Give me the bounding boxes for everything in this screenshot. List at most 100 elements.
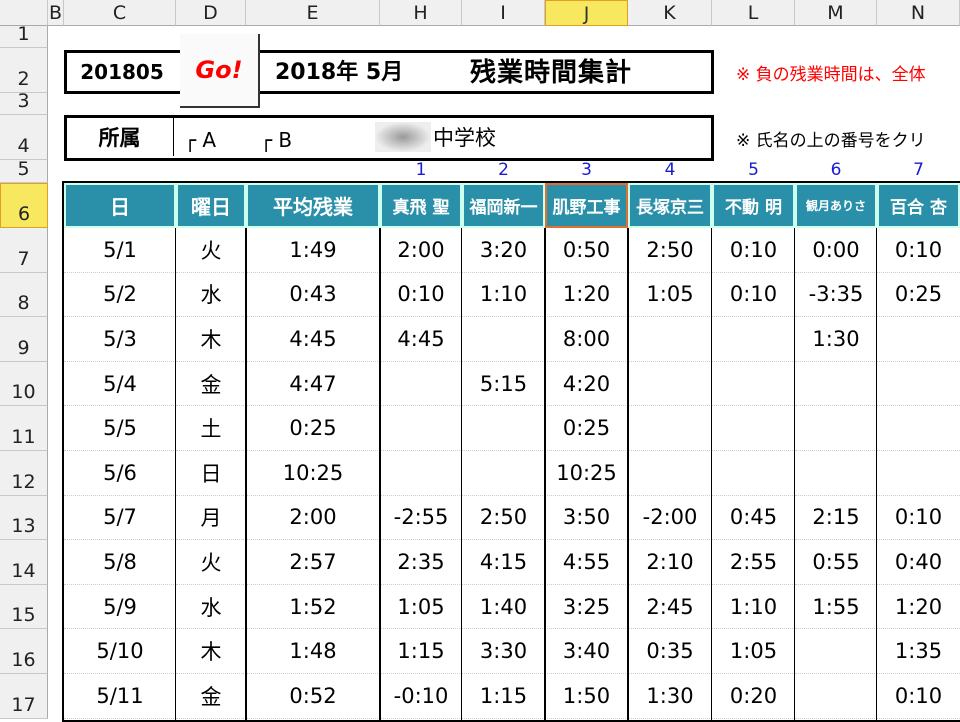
overtime-cell[interactable]: 0:10 bbox=[877, 228, 960, 273]
overtime-cell[interactable]: 4:45 bbox=[380, 317, 462, 362]
overtime-cell[interactable]: 1:05 bbox=[380, 585, 462, 630]
overtime-cell[interactable]: 0:10 bbox=[712, 273, 795, 318]
overtime-cell[interactable]: 1:40 bbox=[462, 585, 545, 630]
row-header-3[interactable]: 3 bbox=[0, 90, 48, 115]
overtime-cell[interactable]: 0:20 bbox=[712, 674, 795, 719]
day-cell[interactable]: 5/11 bbox=[64, 674, 176, 719]
weekday-cell[interactable]: 木 bbox=[176, 317, 246, 362]
overtime-cell[interactable] bbox=[462, 317, 545, 362]
staff-number-link[interactable]: 5 bbox=[748, 160, 759, 180]
average-cell[interactable]: 1:52 bbox=[246, 585, 380, 630]
day-cell[interactable]: 5/8 bbox=[64, 540, 176, 585]
overtime-cell[interactable]: 2:50 bbox=[462, 496, 545, 541]
row-header-13[interactable]: 13 bbox=[0, 495, 48, 541]
overtime-cell[interactable] bbox=[628, 317, 712, 362]
row-header-9[interactable]: 9 bbox=[0, 317, 48, 362]
column-header-C[interactable]: C bbox=[64, 0, 176, 26]
overtime-cell[interactable]: 1:55 bbox=[795, 585, 877, 630]
overtime-cell[interactable] bbox=[380, 362, 462, 407]
overtime-cell[interactable] bbox=[795, 362, 877, 407]
overtime-cell[interactable] bbox=[877, 451, 960, 496]
row-header-2[interactable]: 2 bbox=[0, 48, 48, 93]
day-cell[interactable]: 5/5 bbox=[64, 406, 176, 451]
row-header-12[interactable]: 12 bbox=[0, 451, 48, 496]
overtime-cell[interactable]: 1:35 bbox=[877, 629, 960, 674]
overtime-cell[interactable] bbox=[795, 629, 877, 674]
column-header-H[interactable]: H bbox=[380, 0, 462, 26]
overtime-cell[interactable]: 0:25 bbox=[545, 406, 628, 451]
overtime-cell[interactable]: 1:30 bbox=[628, 674, 712, 719]
weekday-cell[interactable]: 火 bbox=[176, 540, 246, 585]
overtime-cell[interactable]: 1:15 bbox=[380, 629, 462, 674]
overtime-cell[interactable] bbox=[712, 362, 795, 407]
overtime-cell[interactable]: 1:05 bbox=[712, 629, 795, 674]
overtime-cell[interactable] bbox=[712, 451, 795, 496]
overtime-cell[interactable]: 3:50 bbox=[545, 496, 628, 541]
row-header-11[interactable]: 11 bbox=[0, 406, 48, 451]
day-cell[interactable]: 5/9 bbox=[64, 585, 176, 630]
overtime-cell[interactable] bbox=[628, 362, 712, 407]
weekday-cell[interactable]: 木 bbox=[176, 629, 246, 674]
overtime-cell[interactable]: 1:20 bbox=[877, 585, 960, 630]
weekday-cell[interactable]: 金 bbox=[176, 674, 246, 719]
overtime-cell[interactable] bbox=[795, 674, 877, 719]
weekday-cell[interactable]: 土 bbox=[176, 406, 246, 451]
day-cell[interactable]: 5/3 bbox=[64, 317, 176, 362]
overtime-cell[interactable]: 2:50 bbox=[628, 228, 712, 273]
overtime-cell[interactable] bbox=[462, 406, 545, 451]
overtime-cell[interactable]: 3:40 bbox=[545, 629, 628, 674]
weekday-cell[interactable]: 火 bbox=[176, 228, 246, 273]
overtime-cell[interactable]: 10:25 bbox=[545, 451, 628, 496]
staff-number-link[interactable]: 1 bbox=[415, 160, 427, 180]
option-b-checkbox[interactable]: ┌ B bbox=[260, 128, 292, 152]
go-button[interactable]: Go! bbox=[180, 34, 260, 108]
overtime-cell[interactable]: 0:55 bbox=[795, 540, 877, 585]
average-cell[interactable]: 2:00 bbox=[246, 496, 380, 541]
staff-number-link[interactable]: 3 bbox=[581, 160, 592, 180]
overtime-cell[interactable]: -3:35 bbox=[795, 273, 877, 318]
overtime-cell[interactable]: 2:35 bbox=[380, 540, 462, 585]
overtime-cell[interactable]: 4:55 bbox=[545, 540, 628, 585]
column-header-I[interactable]: I bbox=[462, 0, 545, 26]
overtime-cell[interactable]: 3:30 bbox=[462, 629, 545, 674]
overtime-cell[interactable]: 0:50 bbox=[545, 228, 628, 273]
row-header-16[interactable]: 16 bbox=[0, 629, 48, 674]
overtime-cell[interactable]: 1:50 bbox=[545, 674, 628, 719]
overtime-cell[interactable] bbox=[877, 362, 960, 407]
overtime-cell[interactable] bbox=[877, 406, 960, 451]
option-a-checkbox[interactable]: ┌ A bbox=[184, 128, 216, 152]
overtime-cell[interactable]: 1:10 bbox=[462, 273, 545, 318]
overtime-cell[interactable]: 3:20 bbox=[462, 228, 545, 273]
row-header-7[interactable]: 7 bbox=[0, 228, 48, 273]
overtime-cell[interactable] bbox=[380, 451, 462, 496]
row-header-14[interactable]: 14 bbox=[0, 540, 48, 585]
day-cell[interactable]: 5/2 bbox=[64, 273, 176, 318]
average-cell[interactable]: 1:49 bbox=[246, 228, 380, 273]
row-header-5[interactable]: 5 bbox=[0, 158, 48, 183]
column-header-B[interactable]: B bbox=[48, 0, 64, 26]
overtime-cell[interactable] bbox=[628, 451, 712, 496]
average-cell[interactable]: 0:43 bbox=[246, 273, 380, 318]
overtime-cell[interactable]: 1:05 bbox=[628, 273, 712, 318]
row-header-1[interactable]: 1 bbox=[0, 23, 48, 48]
overtime-cell[interactable] bbox=[462, 451, 545, 496]
column-header-J[interactable]: J bbox=[545, 0, 628, 26]
average-cell[interactable]: 2:57 bbox=[246, 540, 380, 585]
overtime-cell[interactable]: 0:35 bbox=[628, 629, 712, 674]
overtime-cell[interactable] bbox=[628, 406, 712, 451]
row-header-6[interactable]: 6 bbox=[0, 183, 48, 228]
day-cell[interactable]: 5/7 bbox=[64, 496, 176, 541]
average-cell[interactable]: 0:25 bbox=[246, 406, 380, 451]
overtime-cell[interactable]: 0:25 bbox=[877, 273, 960, 318]
day-cell[interactable]: 5/1 bbox=[64, 228, 176, 273]
average-cell[interactable]: 4:47 bbox=[246, 362, 380, 407]
column-header-L[interactable]: L bbox=[712, 0, 795, 26]
day-cell[interactable]: 5/6 bbox=[64, 451, 176, 496]
overtime-cell[interactable]: 0:10 bbox=[877, 674, 960, 719]
overtime-cell[interactable]: 2:15 bbox=[795, 496, 877, 541]
weekday-cell[interactable]: 月 bbox=[176, 496, 246, 541]
row-header-15[interactable]: 15 bbox=[0, 584, 48, 630]
overtime-cell[interactable]: 0:10 bbox=[712, 228, 795, 273]
overtime-cell[interactable] bbox=[877, 317, 960, 362]
overtime-cell[interactable]: 0:10 bbox=[877, 496, 960, 541]
